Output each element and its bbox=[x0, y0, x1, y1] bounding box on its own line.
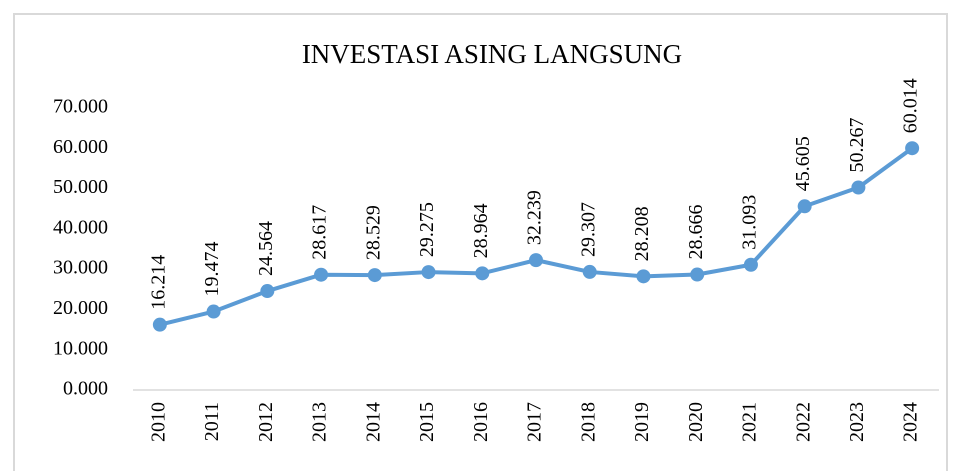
x-tick-label: 2020 bbox=[685, 402, 707, 442]
data-label: 28.529 bbox=[362, 205, 384, 260]
data-label: 19.474 bbox=[201, 242, 223, 297]
data-label: 28.208 bbox=[631, 206, 653, 261]
x-tick-label: 2024 bbox=[900, 402, 922, 442]
chart-title: INVESTASI ASING LANGSUNG bbox=[302, 39, 682, 69]
marker bbox=[636, 269, 651, 284]
data-label: 31.093 bbox=[739, 195, 761, 250]
y-tick-label: 50.000 bbox=[53, 176, 108, 198]
x-tick-label: 2014 bbox=[362, 402, 384, 442]
marker bbox=[206, 304, 221, 319]
data-label: 28.964 bbox=[470, 203, 492, 258]
x-tick-label: 2018 bbox=[577, 402, 599, 442]
data-label: 16.214 bbox=[147, 255, 169, 310]
data-label: 28.617 bbox=[309, 205, 331, 260]
y-tick-label: 40.000 bbox=[53, 216, 108, 238]
x-tick-label: 2022 bbox=[792, 402, 814, 442]
y-tick-label: 20.000 bbox=[53, 297, 108, 319]
marker bbox=[582, 264, 597, 279]
x-tick-label: 2023 bbox=[846, 402, 868, 442]
x-tick-label: 2011 bbox=[201, 402, 223, 441]
x-tick-label: 2013 bbox=[309, 402, 331, 442]
x-tick-label: 2017 bbox=[524, 402, 546, 442]
y-tick-label: 0.000 bbox=[63, 378, 108, 400]
y-tick-label: 70.000 bbox=[53, 96, 108, 118]
data-label: 50.267 bbox=[846, 117, 868, 172]
marker bbox=[152, 317, 167, 332]
marker bbox=[797, 199, 812, 214]
y-tick-label: 30.000 bbox=[53, 257, 108, 279]
data-label: 24.564 bbox=[255, 221, 277, 276]
data-label: 60.014 bbox=[900, 78, 922, 133]
x-tick-label: 2015 bbox=[416, 402, 438, 442]
chart-border bbox=[13, 13, 948, 471]
marker bbox=[905, 141, 920, 156]
data-label: 32.239 bbox=[524, 190, 546, 245]
marker bbox=[743, 257, 758, 272]
marker bbox=[367, 268, 382, 283]
data-label: 29.275 bbox=[416, 202, 438, 257]
marker bbox=[851, 180, 866, 195]
marker bbox=[260, 284, 275, 299]
data-label: 28.666 bbox=[685, 205, 707, 260]
y-tick-label: 10.000 bbox=[53, 337, 108, 359]
data-label: 45.605 bbox=[792, 136, 814, 191]
marker bbox=[475, 266, 490, 281]
y-tick-label: 60.000 bbox=[53, 136, 108, 158]
x-tick-label: 2016 bbox=[470, 402, 492, 442]
x-tick-label: 2019 bbox=[631, 402, 653, 442]
x-tick-label: 2012 bbox=[255, 402, 277, 442]
marker bbox=[690, 267, 705, 282]
marker bbox=[421, 265, 436, 280]
marker bbox=[529, 253, 543, 268]
marker bbox=[314, 267, 329, 282]
x-tick-label: 2021 bbox=[739, 402, 761, 442]
data-label: 29.307 bbox=[577, 202, 599, 257]
x-tick-label: 2010 bbox=[147, 402, 169, 442]
